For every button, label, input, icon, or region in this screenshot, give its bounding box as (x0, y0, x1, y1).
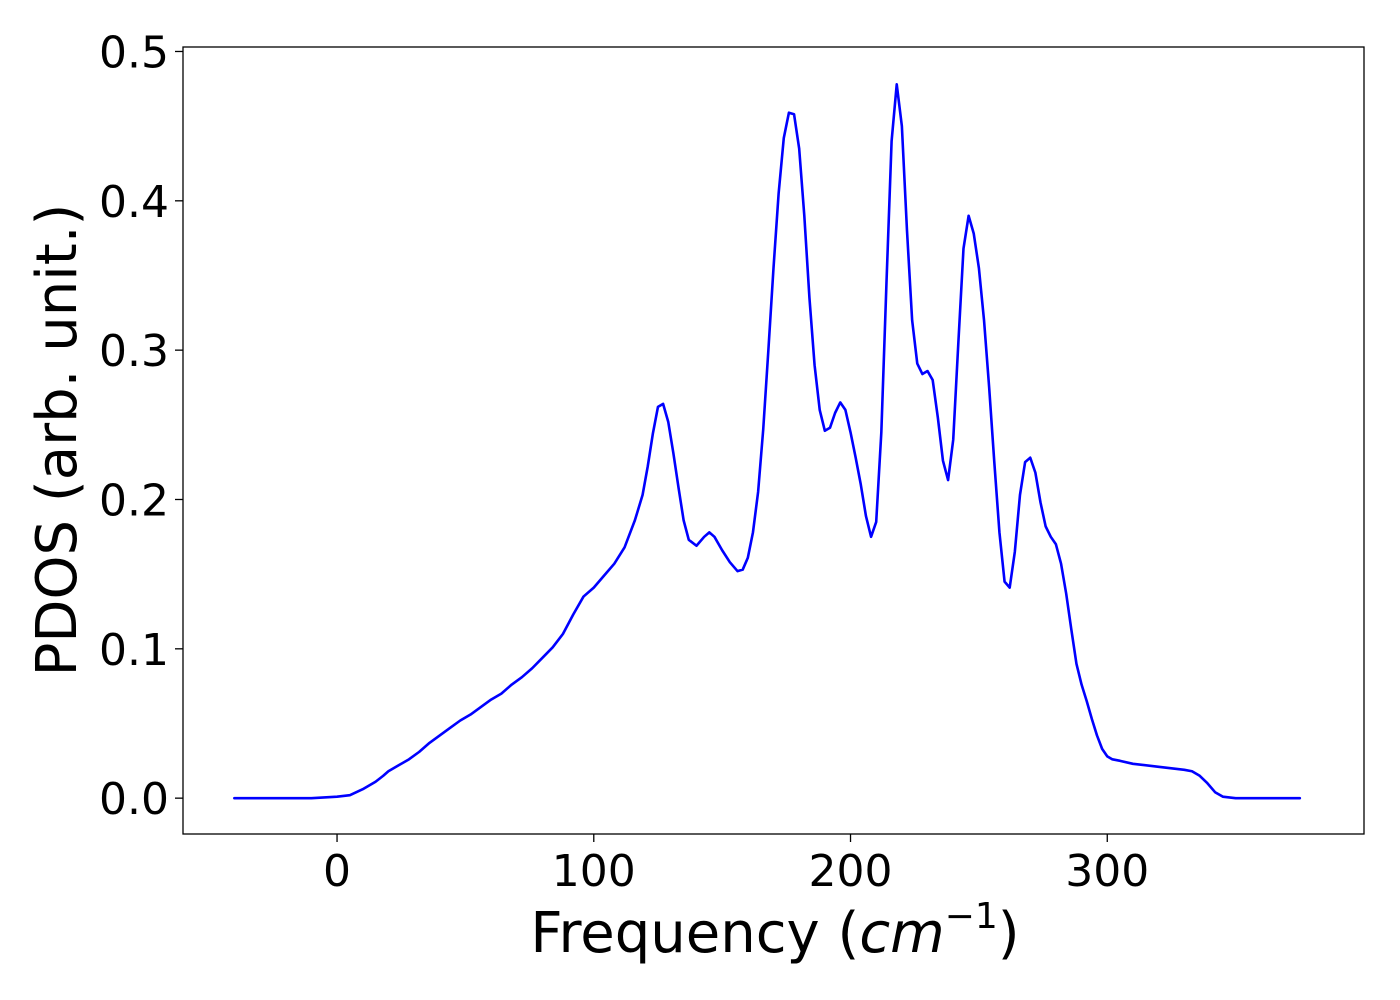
x-axis-label-variable: cm (859, 901, 944, 966)
x-axis-label-suffix: ) (998, 901, 1020, 966)
plot-frame (182, 46, 1365, 835)
series-layer (233, 83, 1302, 800)
y-tick-label: 0.4 (99, 177, 169, 228)
y-axis-ticks: 0.0 0.1 0.2 0.3 0.4 0.5 (99, 27, 183, 825)
x-axis-label-prefix: Frequency ( (530, 901, 859, 966)
x-axis-ticks: 0 100 200 300 (323, 834, 1149, 897)
x-tick-label: 0 (323, 846, 351, 897)
pdos-series-line (233, 83, 1302, 800)
y-tick-label: 0.3 (99, 326, 169, 377)
y-tick-label: 0.5 (99, 27, 169, 78)
y-tick-label: 0.1 (99, 625, 169, 676)
x-tick-label: 100 (552, 846, 636, 897)
x-axis-label-exponent: −1 (945, 896, 998, 937)
x-axis-label: Frequency (cm−1) (530, 896, 1019, 966)
x-tick-label: 200 (809, 846, 893, 897)
x-tick-label: 300 (1065, 846, 1149, 897)
y-tick-label: 0.2 (99, 475, 169, 526)
y-tick-label: 0.0 (99, 774, 169, 825)
y-axis-label: PDOS (arb. unit.) (25, 204, 90, 677)
